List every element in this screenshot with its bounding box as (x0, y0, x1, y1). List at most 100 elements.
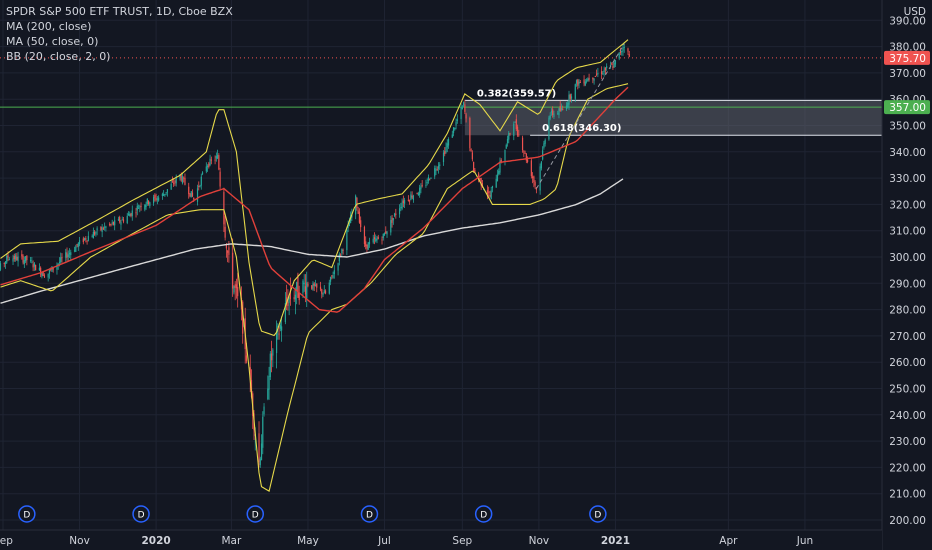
price-tick-label: 270.00 (889, 331, 926, 343)
legend-bb[interactable]: BB (20, close, 2, 0) (6, 50, 111, 63)
candle-body (592, 77, 594, 80)
dividend-marker (246, 505, 265, 523)
candle-body (456, 119, 458, 121)
time-tick-label: Nov (529, 535, 550, 547)
candle-body (83, 238, 86, 241)
candle-body (470, 149, 472, 151)
candle-body (342, 249, 344, 251)
candle-body (130, 213, 132, 216)
symbol-title[interactable]: SPDR S&P 500 ETF TRUST, 1D, Cboe BZX (6, 5, 233, 18)
candle-body (321, 289, 323, 294)
price-tag-background (884, 100, 930, 115)
candle-body (515, 119, 517, 130)
candle-body (409, 200, 411, 202)
price-tick-label: 260.00 (889, 357, 926, 369)
candle-body (75, 246, 77, 252)
candle-body (614, 60, 617, 65)
candle-body (306, 282, 308, 299)
price-axis-background (882, 0, 932, 550)
price-axis[interactable]: USD390.00380.00370.00360.00350.00340.003… (881, 0, 932, 550)
candle-body (471, 152, 473, 160)
fib-labels: 0.382(359.57) 0.618(346.30) (477, 88, 622, 134)
bb-upper-line (0, 39, 629, 337)
candle-body (454, 127, 456, 130)
candle-body (481, 182, 484, 187)
candle-body (7, 255, 9, 258)
candle-body (166, 189, 169, 193)
candle-body (391, 217, 393, 223)
candle-body (119, 217, 121, 223)
candle-body (100, 226, 102, 231)
candle-body (565, 105, 568, 110)
candle-body (288, 297, 290, 303)
candle-body (417, 193, 420, 196)
time-axis[interactable]: Sep Nov 2020 Mar May Jul Sep Nov 2021 Apr Jun (0, 529, 882, 550)
candle-body (506, 138, 509, 144)
fibonacci-retracement[interactable] (464, 99, 882, 136)
candle-body (416, 193, 418, 195)
candle-body (604, 67, 606, 71)
candle-body (323, 290, 325, 294)
candle-body (421, 185, 423, 187)
candle-body (474, 169, 476, 173)
trend-line[interactable] (535, 43, 625, 189)
candle-body (488, 191, 490, 193)
candle-body (436, 168, 438, 170)
candle-body (473, 161, 475, 173)
fib-level-label: 0.382(359.57) (477, 88, 556, 99)
candle-body (509, 133, 511, 135)
candle-body (70, 252, 72, 256)
candle-body (377, 236, 379, 240)
legend-ma50[interactable]: MA (50, close, 0) (6, 35, 99, 48)
candle-body (478, 173, 480, 179)
candle-body (558, 108, 560, 116)
candle-body (611, 63, 613, 65)
price-tick-label: 210.00 (889, 489, 926, 501)
candle-body (514, 121, 516, 123)
candle-body (499, 161, 501, 173)
candle-body (375, 238, 377, 242)
candle-body (587, 78, 589, 82)
ma50-line (0, 86, 629, 313)
candle-body (516, 126, 519, 136)
candle-body (17, 256, 19, 262)
candle-body (201, 172, 204, 175)
candle-body (544, 139, 546, 144)
candle-body (184, 177, 186, 185)
time-tick-label: May (297, 535, 319, 547)
candle-body (31, 261, 33, 263)
candle-body (199, 185, 201, 187)
candle-body (410, 194, 412, 200)
candle-body (567, 102, 569, 108)
candle-body (562, 108, 564, 110)
candle-body (82, 238, 84, 243)
legend-ma200[interactable]: MA (200, close) (6, 20, 92, 33)
candle-body (189, 193, 191, 197)
candle-body (452, 127, 455, 133)
candle-body (293, 297, 295, 300)
candle-body (38, 267, 40, 271)
candle-body (281, 326, 283, 331)
candle-body (383, 232, 386, 236)
candle-body (268, 375, 270, 390)
horizontal-lines[interactable] (0, 57, 882, 108)
candle-body (278, 333, 280, 335)
candle-body (156, 198, 158, 200)
candle-body (360, 220, 362, 228)
candle-body (22, 255, 24, 263)
candle-body (331, 275, 333, 277)
candle-body (552, 109, 554, 116)
candle-body (196, 188, 199, 202)
candle-body (313, 283, 315, 286)
candle-body (76, 244, 78, 246)
candle-body (234, 284, 236, 288)
candle-body (43, 275, 46, 278)
candle-body (140, 205, 142, 208)
candle-body (237, 287, 239, 297)
candle-body (68, 252, 71, 255)
candle-body (540, 161, 542, 169)
time-tick-label: Sep (0, 535, 13, 547)
candle-body (149, 202, 151, 207)
